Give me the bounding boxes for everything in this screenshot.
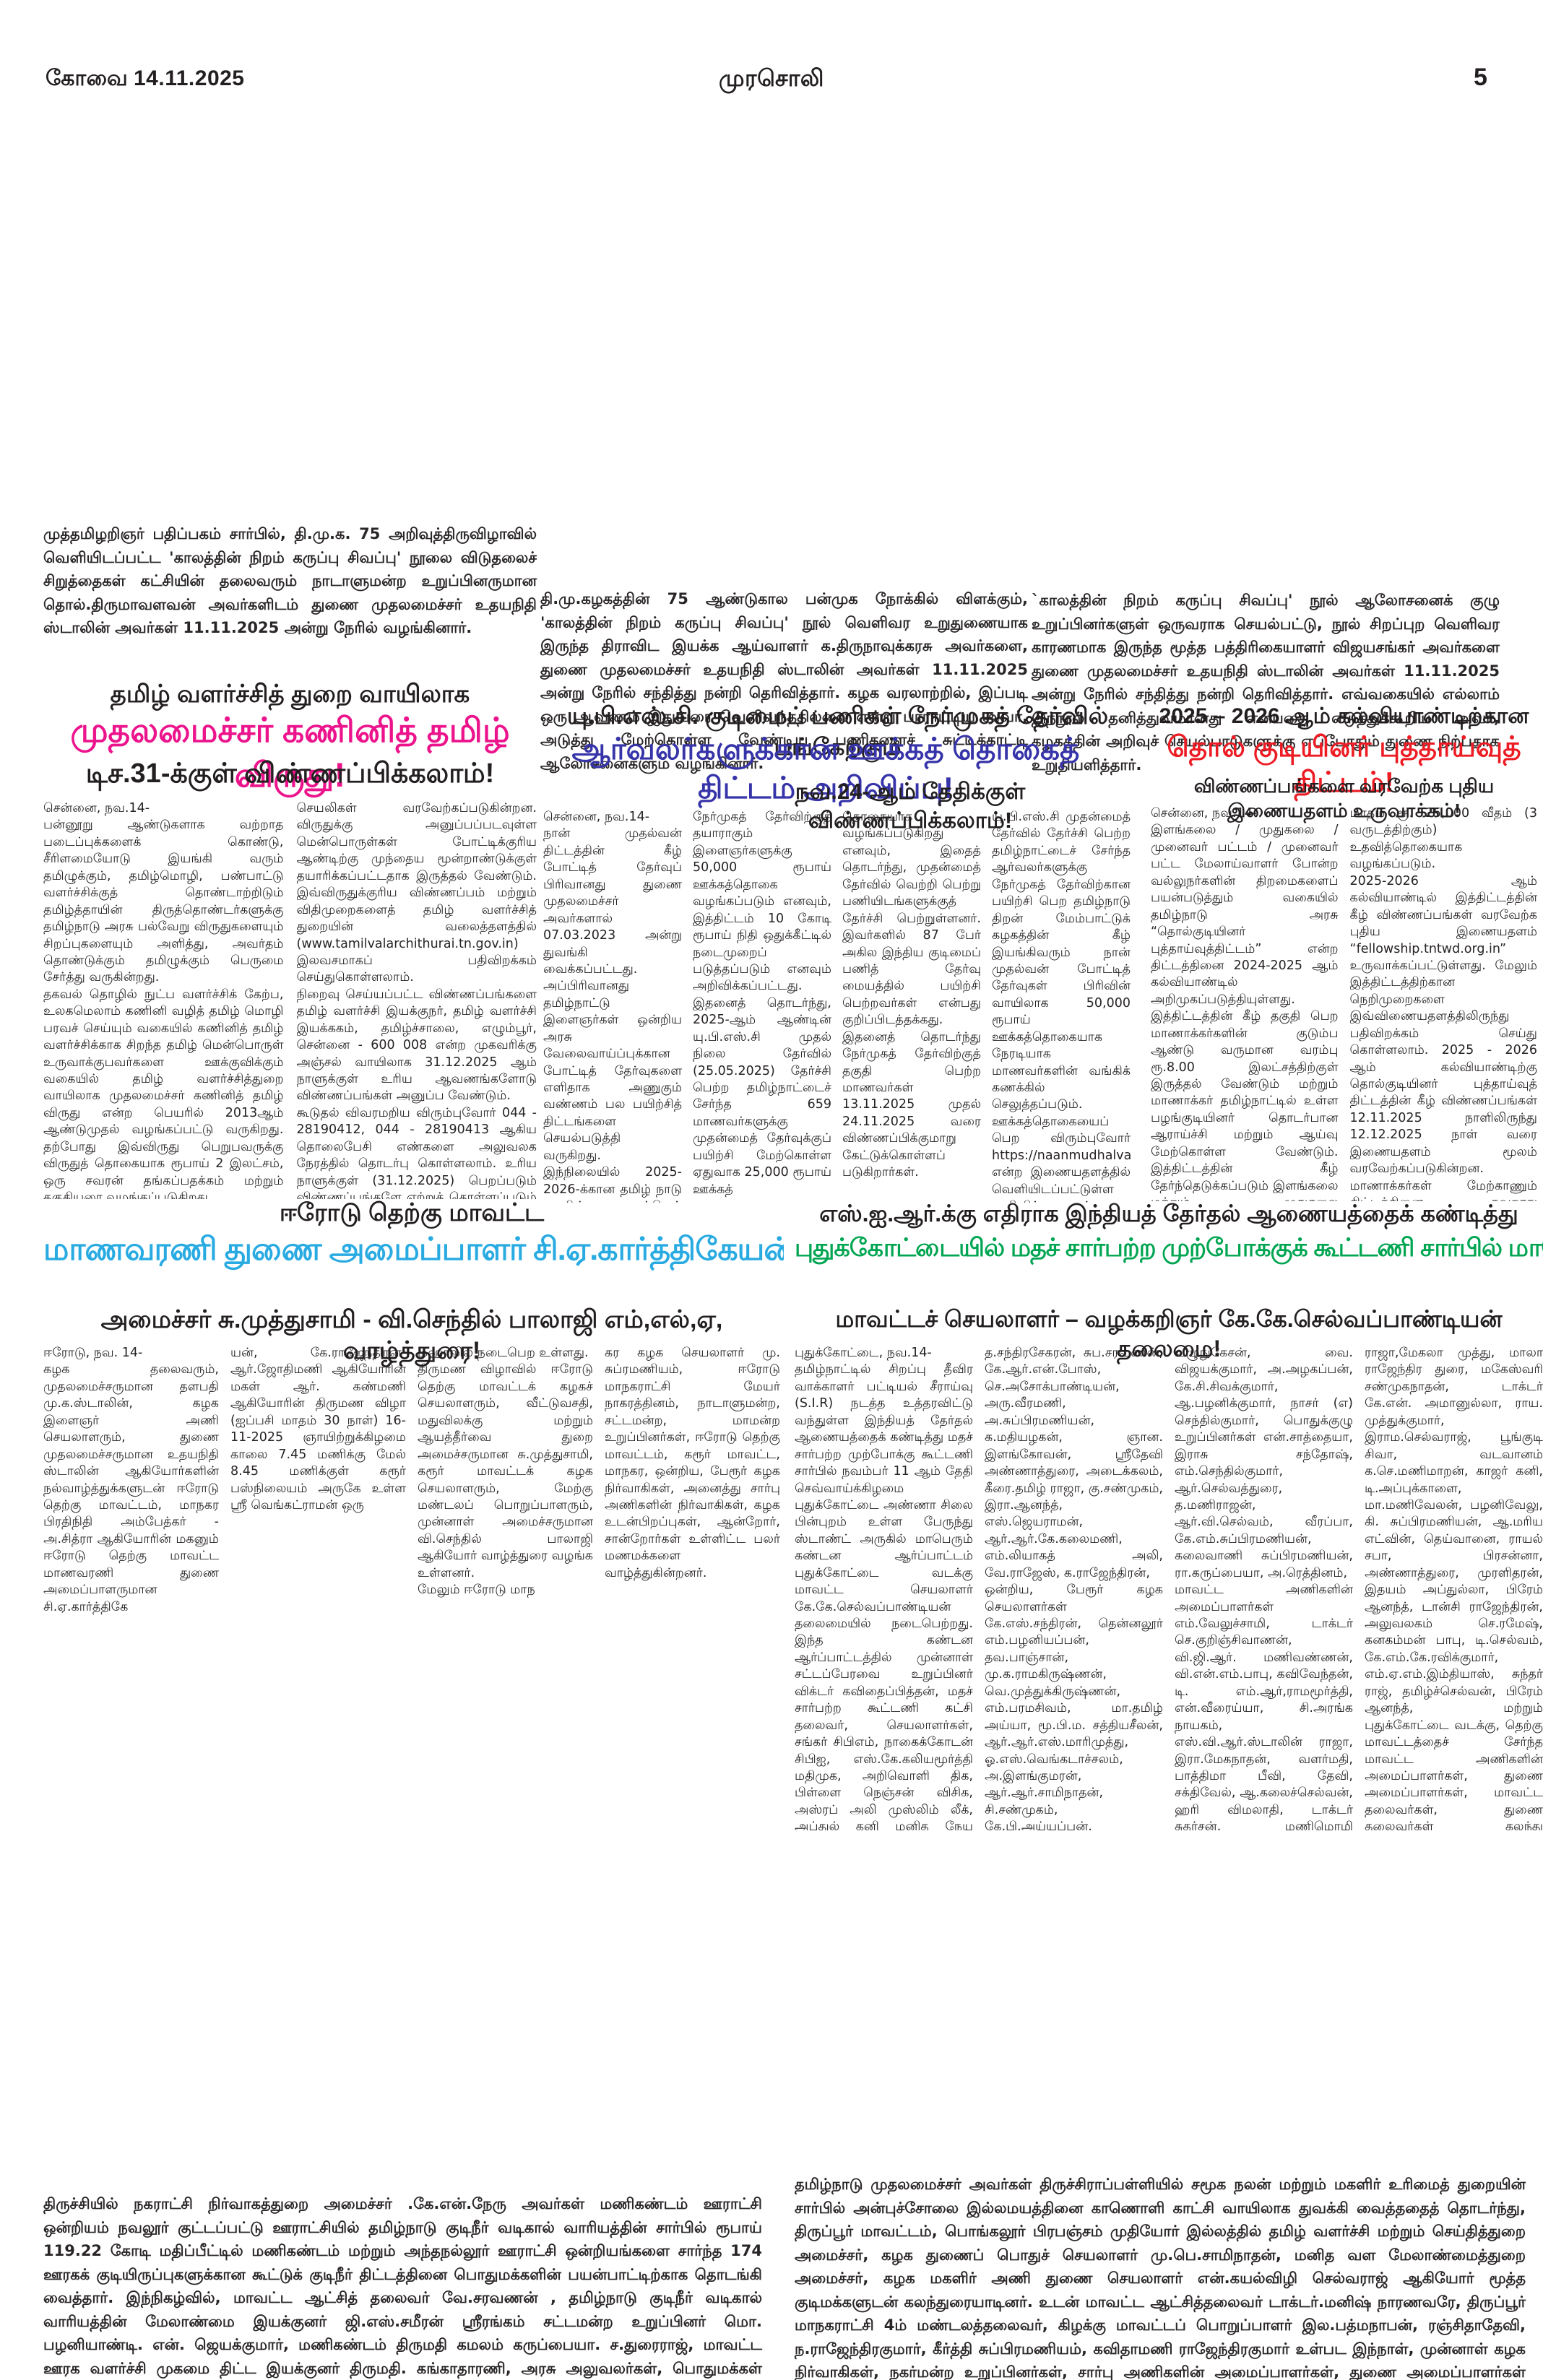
masthead: முரசொலி	[719, 65, 824, 91]
photo-caption-bottom-right: தமிழ்நாடு முதலமைச்சர் அவர்கள் திருச்சிரா…	[795, 2176, 1526, 2380]
photo-caption-top-middle: தி.மு.கழகத்தின் 75 ஆண்டுகால பன்முக நோக்க…	[540, 590, 1028, 772]
article4-column-4: கர கழக செயலாளர் மு. சுப்ரமணியம், ஈரோடு ம…	[605, 1346, 780, 1580]
article2-column-4: யு.பி.எஸ்.சி முதன்மைத் தேர்வில் தேர்ச்சி…	[992, 810, 1131, 1203]
article1-column-1: சென்னை, நவ.14- பன்னூறு ஆண்டுகளாக வற்றாத …	[43, 801, 284, 1199]
article2-column-2: நேர்முகத் தேர்விற்குத் தயாராகும் இளைஞர்க…	[693, 810, 831, 1197]
article5-body: புதுக்கோட்டை, நவ.14- தமிழ்நாட்டில் சிறப்…	[795, 1345, 1543, 1830]
article4-body: ஈரோடு, நவ. 14- கழக தலைவரும், முதலமைச்சரு…	[43, 1345, 780, 1793]
article4-column-3: மஹாலில் நடைபெற உள்ளது. திருமண விழாவில் ஈ…	[418, 1346, 593, 1598]
date-label: 14.11.2025	[134, 66, 245, 90]
article2-column-3: தொகையாக வழங்கப்படுகிறது எனவும், இதைத் தொ…	[842, 810, 981, 1180]
article5-headline: புதுக்கோட்டையில் மதச் சார்பற்ற முற்போக்க…	[795, 1234, 1543, 1262]
article5-column-4: ராஜா,மேகலா முத்து, மாலா ராஜேந்திர துரை, …	[1365, 1346, 1543, 1830]
article4-column-1: ஈரோடு, நவ. 14- கழக தலைவரும், முதலமைச்சரு…	[43, 1346, 219, 1614]
article2-subheadline: நவ.24-ஆம் தேதிக்குள் விண்ணப்பிக்கலாம்!	[795, 779, 1026, 833]
article1-kicker: தமிழ் வளர்ச்சித் துறை வாயிலாக	[110, 680, 470, 708]
photo-caption-top-left: முத்தமிழறிஞர் பதிப்பகம் சார்பில், தி.மு.…	[43, 525, 537, 637]
photo-caption-bottom-left: திருச்சியில் நகராட்சி நிர்வாகத்துறை அமைச…	[43, 2195, 762, 2377]
article3-subheadline: விண்ணப்பங்களை வரவேற்க புதிய இணையதளம் உரு…	[1193, 775, 1495, 821]
article2-headline: ஆர்வலர்களுக்கான ஊக்கத் தொகைத் திட்டம் அற…	[571, 732, 1080, 805]
article3-column-1: சென்னை, நவ.14- இளங்கலை / முதுகலை / முனைவ…	[1151, 806, 1339, 1201]
article5-column-2: த.சந்திரசேகரன், சுப.சரவணன், கே.ஆர்.என்.ப…	[985, 1346, 1163, 1830]
photo-caption-top-right: `காலத்தின் நிறம் கருப்பு சிவப்பு' நூல் ஆ…	[1032, 592, 1500, 774]
article4-kicker: ஈரோடு தெற்கு மாவட்ட	[279, 1199, 545, 1226]
article3-column-2: மாதம் ரூ. 25,000 வீதம் (3 வருடத்திற்கும்…	[1349, 806, 1538, 1201]
article5-column-1: புதுக்கோட்டை, நவ.14- தமிழ்நாட்டில் சிறப்…	[795, 1346, 973, 1830]
article5-kicker: எஸ்.ஐ.ஆர்.க்கு எதிராக இந்தியத் தேர்தல் ஆ…	[819, 1200, 1518, 1226]
edition-label: கோவை	[46, 66, 129, 90]
page-number: 5	[1474, 64, 1488, 91]
article3-headline: தொல் குடியினர் புத்தாய்வுத் திட்டம்!	[1167, 732, 1521, 798]
article4-column-2: யன், கே.ராஜேந்திரன்- ஆர்.ஜோதிமணி ஆகியோரி…	[230, 1346, 406, 1513]
article3-kicker: 2025 – 2026 ஆம் கல்வியாண்டிற்கான	[1159, 704, 1529, 728]
article2-body: சென்னை, நவ.14- நான் முதல்வன் திட்டத்தின்…	[543, 809, 1131, 1203]
article1-column-2: செயலிகள் வரவேற்கப்படுகின்றன. விருதுக்கு …	[296, 801, 537, 1199]
article4-headline: மாணவரணி துணை அமைப்பாளர் சி.ஏ.கார்த்திகேய…	[43, 1232, 784, 1267]
article3-body: சென்னை, நவ.14- இளங்கலை / முதுகலை / முனைவ…	[1151, 805, 1537, 1201]
article5-column-3: உழுநுகேசன், வை. விஜயக்குமார், அ.அழகப்பன்…	[1175, 1346, 1353, 1830]
article5-subheadline: மாவட்டச் செயலாளர் – வழக்கறிஞர் கே.கே.செல…	[835, 1306, 1503, 1362]
article1-headline: முதலமைச்சர் கணினித் தமிழ் விருது!	[70, 711, 510, 794]
article2-kicker: யு.பி.எஸ்.சி. குடிமைப் பணிகள் நேர்முகத் …	[566, 702, 1109, 760]
article4-subheadline: அமைச்சர் சு.முத்துசாமி - வி.செந்தில் பால…	[100, 1306, 723, 1364]
article1-subheadline: டிச.31-க்குள் விண்ணப்பிக்கலாம்!	[85, 758, 495, 789]
article2-column-1: சென்னை, நவ.14- நான் முதல்வன் திட்டத்தின்…	[543, 810, 682, 1203]
article1-body: சென்னை, நவ.14- பன்னூறு ஆண்டுகளாக வற்றாத …	[43, 800, 537, 1199]
